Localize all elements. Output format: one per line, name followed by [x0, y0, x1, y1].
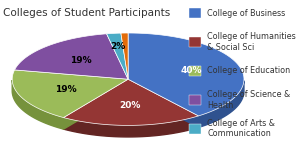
Text: 19%: 19% [55, 85, 77, 94]
Text: College of Business: College of Business [207, 9, 286, 18]
Bar [189, 124, 201, 134]
Text: College of Arts &
Communication: College of Arts & Communication [207, 119, 275, 138]
Bar [189, 66, 201, 76]
Text: 2%: 2% [110, 42, 125, 51]
Text: Colleges of Student Participants: Colleges of Student Participants [3, 8, 170, 18]
Text: College of Science &
Health: College of Science & Health [207, 90, 291, 110]
Polygon shape [63, 79, 199, 125]
Polygon shape [106, 33, 128, 79]
Polygon shape [128, 79, 199, 127]
Text: 19%: 19% [70, 56, 92, 65]
Bar [189, 95, 201, 105]
Polygon shape [199, 81, 244, 127]
Bar [189, 37, 201, 47]
Text: 20%: 20% [120, 101, 141, 111]
Polygon shape [63, 116, 199, 137]
Polygon shape [12, 70, 128, 118]
Text: College of Humanities
& Social Sci: College of Humanities & Social Sci [207, 32, 296, 52]
Polygon shape [128, 33, 244, 116]
Bar [189, 8, 201, 18]
Polygon shape [121, 33, 128, 79]
Text: 40%: 40% [181, 66, 203, 75]
Polygon shape [15, 34, 128, 79]
Polygon shape [12, 80, 63, 129]
Polygon shape [128, 79, 199, 127]
Polygon shape [63, 79, 128, 129]
Polygon shape [63, 79, 128, 129]
Text: College of Education: College of Education [207, 66, 291, 75]
